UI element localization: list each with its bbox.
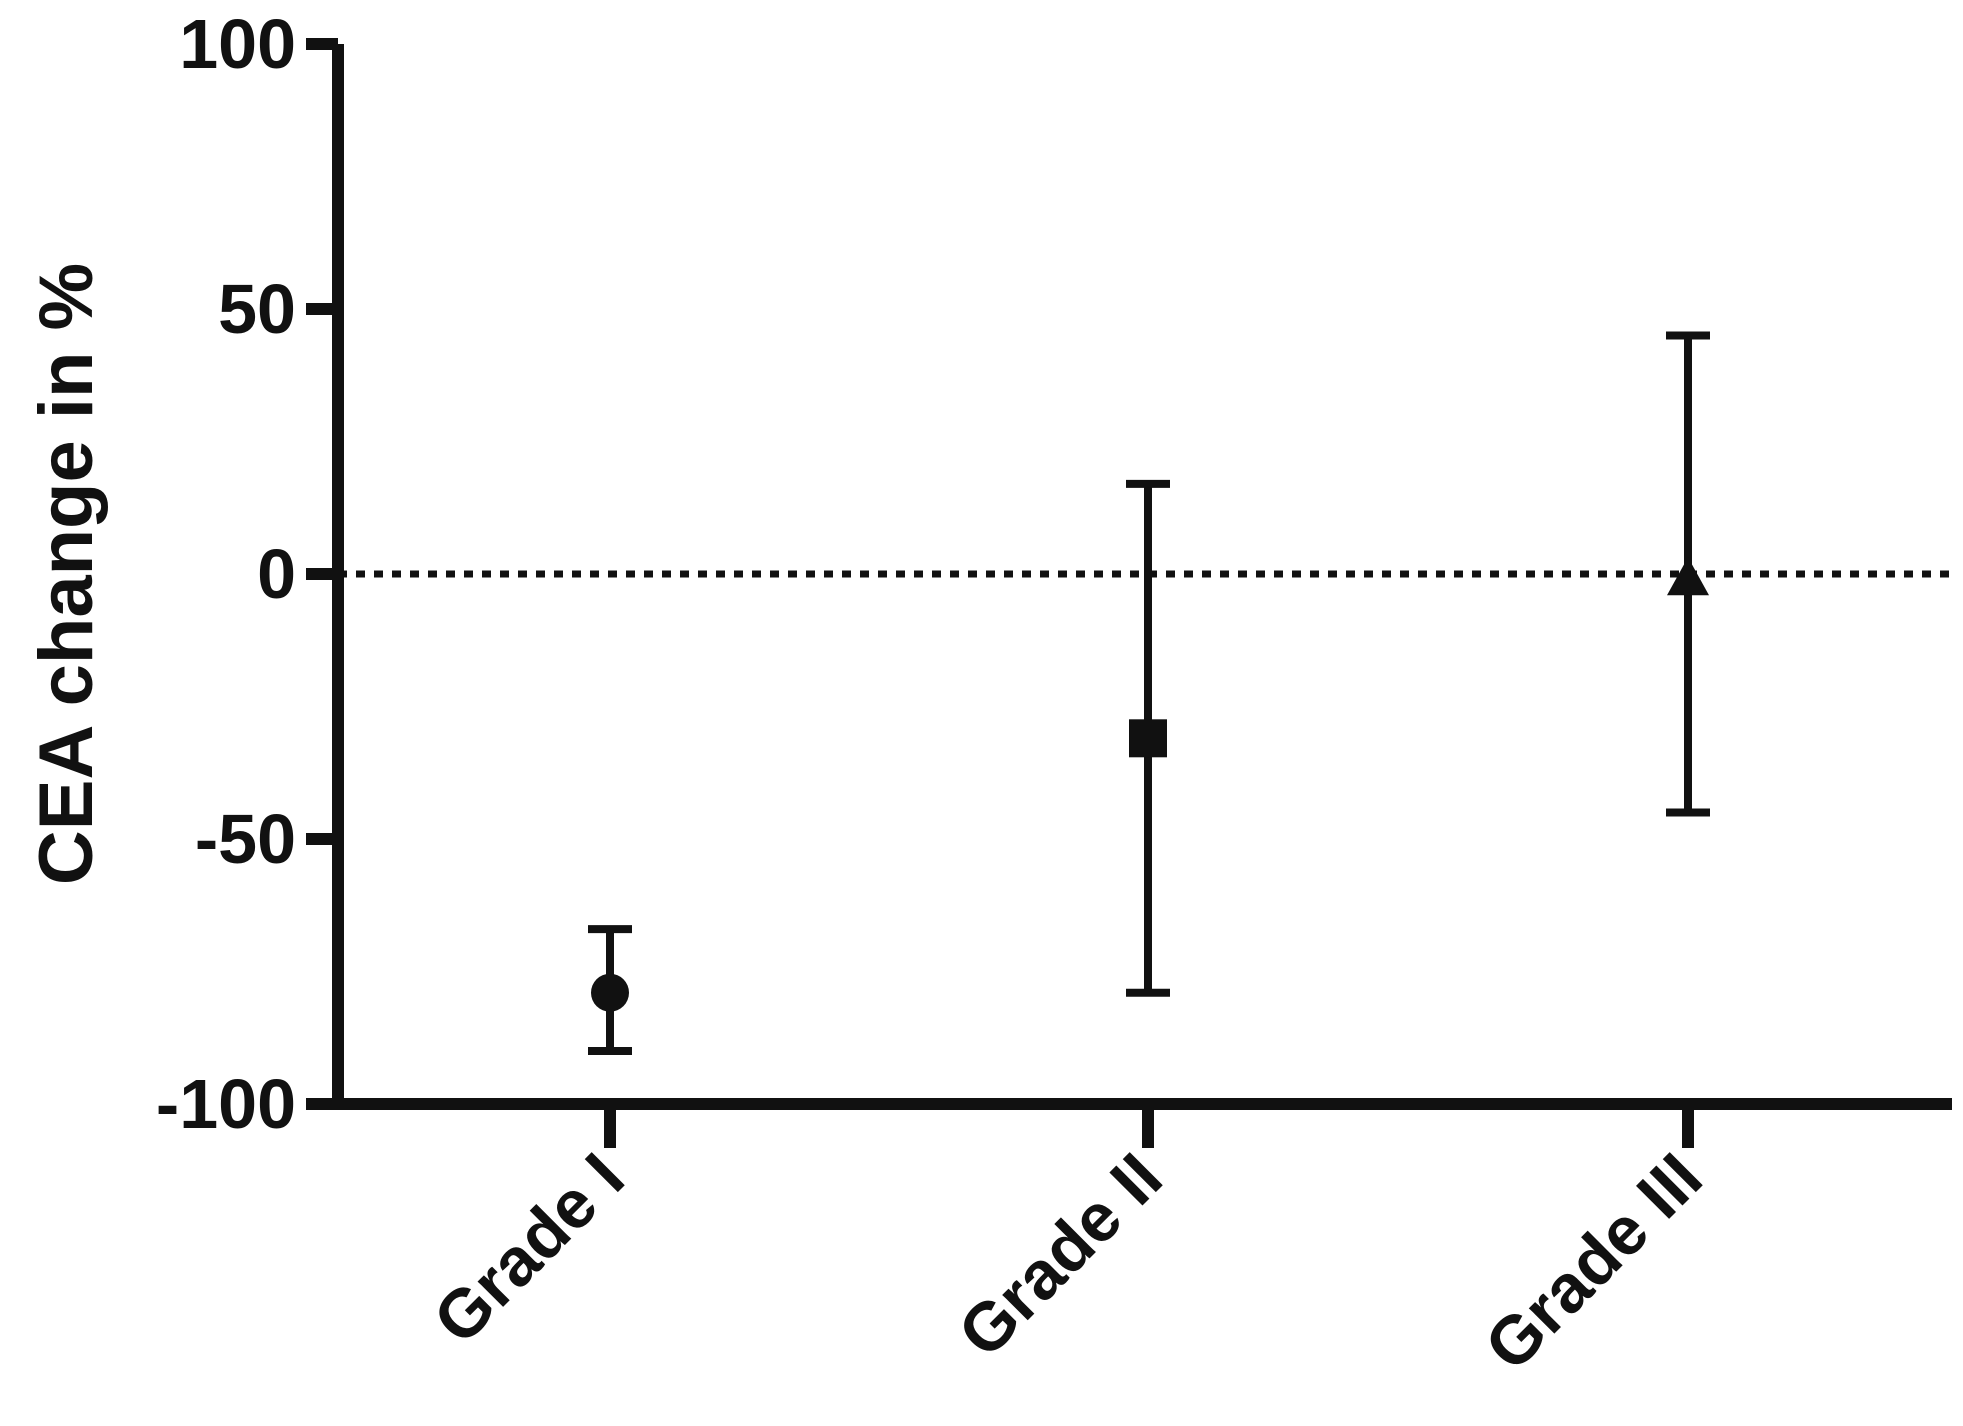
x-tick-label: Grade II	[944, 1139, 1177, 1372]
y-axis: 100 50 0 -50 -100	[156, 5, 344, 1143]
data-point-grade-iii	[1666, 331, 1710, 817]
x-ticks: Grade I Grade II Grade III	[419, 1104, 1717, 1385]
x-tick-label: Grade I	[419, 1139, 638, 1358]
x-axis: Grade I Grade II Grade III	[332, 1098, 1952, 1385]
plot-area	[338, 331, 1952, 1055]
point-marker	[1129, 719, 1167, 758]
y-ticks: 100 50 0 -50 -100	[156, 5, 338, 1143]
y-tick-label: -50	[195, 800, 296, 878]
point-marker	[1667, 557, 1709, 596]
point-marker	[591, 973, 629, 1012]
y-tick-label: 100	[179, 5, 296, 83]
y-tick-label: 50	[218, 270, 296, 348]
y-axis-title: CEA change in %	[24, 263, 109, 885]
data-point-grade-ii	[1126, 479, 1170, 997]
y-tick-label: -100	[156, 1065, 296, 1143]
y-tick-label: 0	[257, 535, 296, 613]
data-marks	[588, 331, 1710, 1055]
x-tick-label: Grade III	[1470, 1139, 1716, 1385]
data-point-grade-i	[588, 925, 632, 1055]
